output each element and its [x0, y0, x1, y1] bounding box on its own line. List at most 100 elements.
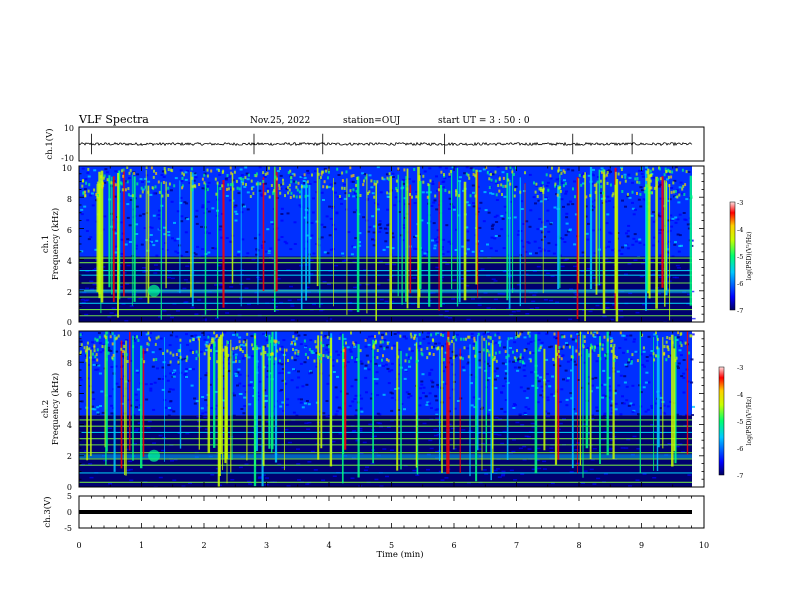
spectrogram-speckle [442, 186, 445, 189]
spectrogram-speckle [172, 353, 175, 357]
spectrogram-speckle [156, 367, 159, 370]
spectrogram-speckle [656, 337, 659, 341]
spectrogram-speckle [114, 313, 119, 316]
spectrogram-speckle [196, 336, 200, 339]
spectrogram-speckle [506, 254, 510, 257]
spectrogram-speckle [190, 384, 194, 387]
spectrogram-speckle [546, 181, 550, 184]
spectrogram-speckle [426, 468, 430, 471]
spectrogram-speckle [294, 342, 296, 346]
spectrogram-speckle [687, 227, 691, 230]
spectrogram-speckle [501, 470, 506, 473]
spectrogram-speckle [309, 273, 314, 275]
ch1-ytick-2: 2 [67, 288, 72, 297]
spectrogram-speckle [375, 382, 379, 385]
spectrogram-speckle [500, 228, 504, 231]
spectrogram-speckle [212, 337, 216, 340]
spectrogram-speckle [172, 410, 176, 413]
spectrogram-speckle [122, 168, 125, 172]
spectrogram-speckle [111, 307, 116, 309]
spectrogram-speckle [506, 272, 511, 275]
spectrogram-speckle [573, 180, 576, 183]
spectrogram-speckle [117, 385, 121, 388]
spectrogram-speckle [371, 238, 375, 241]
spectrogram-speckle [103, 334, 106, 338]
spectrogram-speckle [547, 230, 551, 233]
spectrogram-speckle [367, 368, 371, 371]
spectrogram-speckle [299, 176, 303, 178]
spectrogram-speckle [656, 293, 661, 295]
spectrogram-speckle [639, 192, 642, 196]
spectrogram-speckle [135, 399, 139, 402]
spectrogram-speckle [177, 432, 182, 434]
spectrogram-speckle [327, 355, 330, 359]
spectrogram-speckle [603, 335, 606, 339]
spectrogram-speckle [462, 337, 465, 341]
spectrogram-speckle [414, 343, 417, 346]
spectrogram-speckle [287, 186, 290, 190]
spectrogram-speckle [190, 167, 193, 171]
spectrogram-speckle [625, 365, 629, 368]
spectrogram-speckle [518, 334, 521, 338]
spectrogram-speckle [542, 468, 547, 470]
spectrogram-speckle [619, 310, 623, 312]
spectrogram-speckle [297, 398, 301, 401]
spectrogram-speckle [453, 166, 457, 169]
spectrogram-speckle [444, 167, 448, 170]
spectrogram-speckle [205, 344, 208, 348]
spectrogram-speckle [271, 223, 275, 225]
spectrogram-speckle [332, 187, 335, 191]
spectrogram-speckle [180, 255, 184, 257]
spectrogram-speckle [150, 240, 153, 243]
spectrogram-speckle [670, 187, 674, 189]
spectrogram-speckle [384, 363, 388, 366]
spectrogram-speckle [562, 378, 565, 381]
spectrogram-speckle [592, 333, 595, 337]
spectrogram-speckle [480, 268, 485, 270]
spectrogram-speckle [376, 283, 381, 286]
spectrogram-speckle [642, 198, 646, 201]
spectrogram-speckle [428, 352, 431, 356]
spectrogram-speckle [603, 473, 608, 475]
spectrogram-speckle [438, 166, 442, 169]
spectrogram-speckle [518, 447, 523, 450]
spectrogram-speckle [629, 362, 633, 365]
spectrogram-speckle [669, 170, 672, 174]
spectrogram-speckle [278, 183, 281, 187]
spectrogram-speckle [337, 353, 341, 356]
spectrogram-speckle [549, 174, 552, 178]
spectrogram-speckle [149, 332, 152, 335]
spectrogram-speckle [91, 192, 94, 195]
spectrogram-speckle [631, 201, 634, 204]
spectrogram-speckle [325, 215, 329, 218]
spectrogram-speckle [642, 473, 647, 475]
spectrogram-speckle [186, 356, 189, 360]
spectrogram-speckle [304, 194, 307, 198]
spectrogram-speckle [94, 355, 97, 359]
spectrogram-speckle [649, 179, 652, 183]
spectrogram-speckle [558, 355, 561, 359]
spectrogram-speckle [631, 207, 635, 210]
spectrogram-speckle [87, 238, 91, 241]
spectrogram-speckle [448, 207, 451, 210]
spectrogram-speckle [551, 375, 555, 378]
spectrogram-speckle [395, 187, 398, 190]
spectrogram-speckle [670, 175, 673, 179]
spectrogram-speckle [509, 347, 512, 349]
spectrogram-speckle [587, 376, 590, 379]
spectrogram-speckle [652, 244, 656, 247]
spectrogram-speckle [489, 247, 493, 250]
spectrogram-speckle [569, 471, 574, 473]
spectrogram-speckle [658, 167, 661, 171]
spectrogram-speckle [391, 236, 395, 239]
spectrogram-speckle [519, 353, 522, 357]
spectrogram-speckle [359, 194, 362, 197]
spectrogram-speckle [435, 413, 439, 416]
spectrogram-speckle [428, 402, 432, 405]
spectrogram-speckle [593, 331, 597, 333]
spectrogram-speckle [343, 183, 346, 186]
spectrogram-speckle [387, 279, 392, 281]
spectrogram-speckle [215, 192, 218, 196]
spectrogram-speckle [490, 178, 493, 182]
ch1-ytick-bottom: -10 [61, 154, 74, 163]
